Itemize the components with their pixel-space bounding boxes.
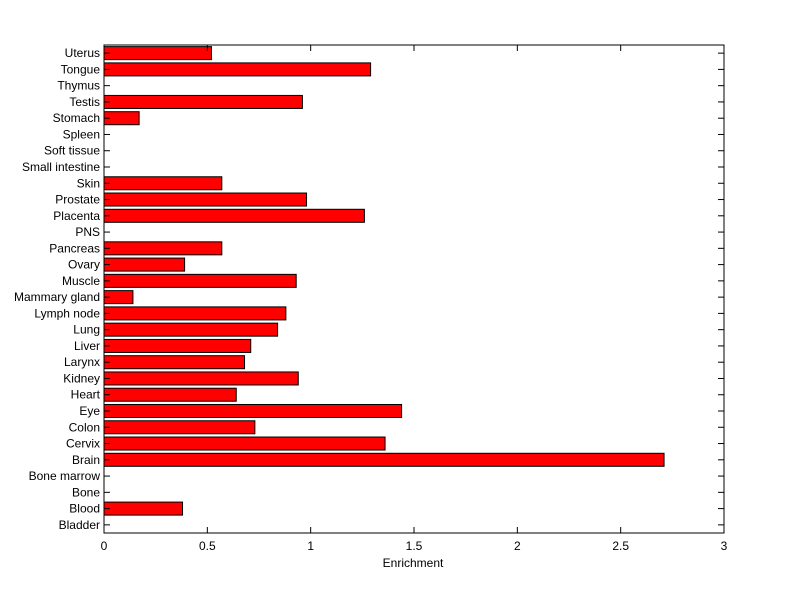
x-tick-label: 1 xyxy=(307,539,314,553)
y-tick-label: Pancreas xyxy=(49,241,100,255)
y-tick-label: Uterus xyxy=(65,46,100,60)
y-tick-label: PNS xyxy=(75,225,100,239)
y-tick-label: Stomach xyxy=(53,111,100,125)
x-tick-label: 2 xyxy=(514,539,521,553)
bar-cervix xyxy=(103,436,386,451)
bar-placenta xyxy=(103,208,365,223)
bar-testis xyxy=(103,94,303,109)
bar-tongue xyxy=(103,62,372,77)
bar-kidney xyxy=(103,371,299,386)
y-tick-label: Lymph node xyxy=(34,306,100,320)
y-ticks-group: Bladder Blood Bone Bone marrow Brain Cervix Co… xyxy=(14,46,724,532)
x-tick-label: 2.5 xyxy=(612,539,629,553)
y-tick-label: Lung xyxy=(73,323,100,337)
y-tick-label: Heart xyxy=(71,388,101,402)
bar-lymph-node xyxy=(103,306,287,321)
y-tick-label: Testis xyxy=(69,95,100,109)
bar-muscle xyxy=(103,273,297,288)
y-tick-label: Placenta xyxy=(53,209,100,223)
x-tick-label: 0.5 xyxy=(199,539,216,553)
bar-heart xyxy=(103,387,237,402)
bar-brain xyxy=(103,452,665,467)
x-tick-label: 1.5 xyxy=(406,539,423,553)
y-tick-label: Small intestine xyxy=(22,160,100,174)
bar-pancreas xyxy=(103,241,223,256)
y-tick-label: Muscle xyxy=(62,274,100,288)
y-tick-label: Prostate xyxy=(55,193,100,207)
y-tick-label: Colon xyxy=(69,420,100,434)
y-tick-label: Liver xyxy=(74,339,100,353)
y-tick-label: Eye xyxy=(79,404,100,418)
bar-larynx xyxy=(103,355,246,370)
y-tick-label: Bone xyxy=(72,485,100,499)
bar-ovary xyxy=(103,257,186,272)
bar-blood xyxy=(103,501,184,516)
y-tick-label: Kidney xyxy=(63,371,100,385)
y-tick-label: Cervix xyxy=(66,437,100,451)
y-tick-label: Brain xyxy=(72,453,100,467)
y-tick-label: Bladder xyxy=(59,518,100,532)
plot-background xyxy=(104,45,724,533)
y-tick-label: Spleen xyxy=(63,127,100,141)
y-tick-label: Skin xyxy=(77,176,100,190)
y-tick-label: Blood xyxy=(69,502,100,516)
x-tick-label: 0 xyxy=(101,539,108,553)
y-tick-label: Thymus xyxy=(57,79,100,93)
y-tick-label: Bone marrow xyxy=(29,469,101,483)
bar-prostate xyxy=(103,192,308,207)
bar-colon xyxy=(103,420,256,435)
x-tick-label: 3 xyxy=(721,539,728,553)
y-tick-label: Ovary xyxy=(68,258,100,272)
bar-eye xyxy=(103,403,403,419)
y-tick-label: Larynx xyxy=(64,355,100,369)
x-axis-label: Enrichment xyxy=(383,556,444,570)
y-tick-label: Mammary gland xyxy=(14,290,100,304)
y-tick-label: Soft tissue xyxy=(44,144,100,158)
bar-skin xyxy=(103,176,223,191)
plot-frame xyxy=(103,44,725,534)
bar-uterus xyxy=(103,46,212,61)
y-tick-label: Tongue xyxy=(61,62,101,76)
bar-liver xyxy=(103,338,252,353)
bar-lung xyxy=(103,322,279,337)
